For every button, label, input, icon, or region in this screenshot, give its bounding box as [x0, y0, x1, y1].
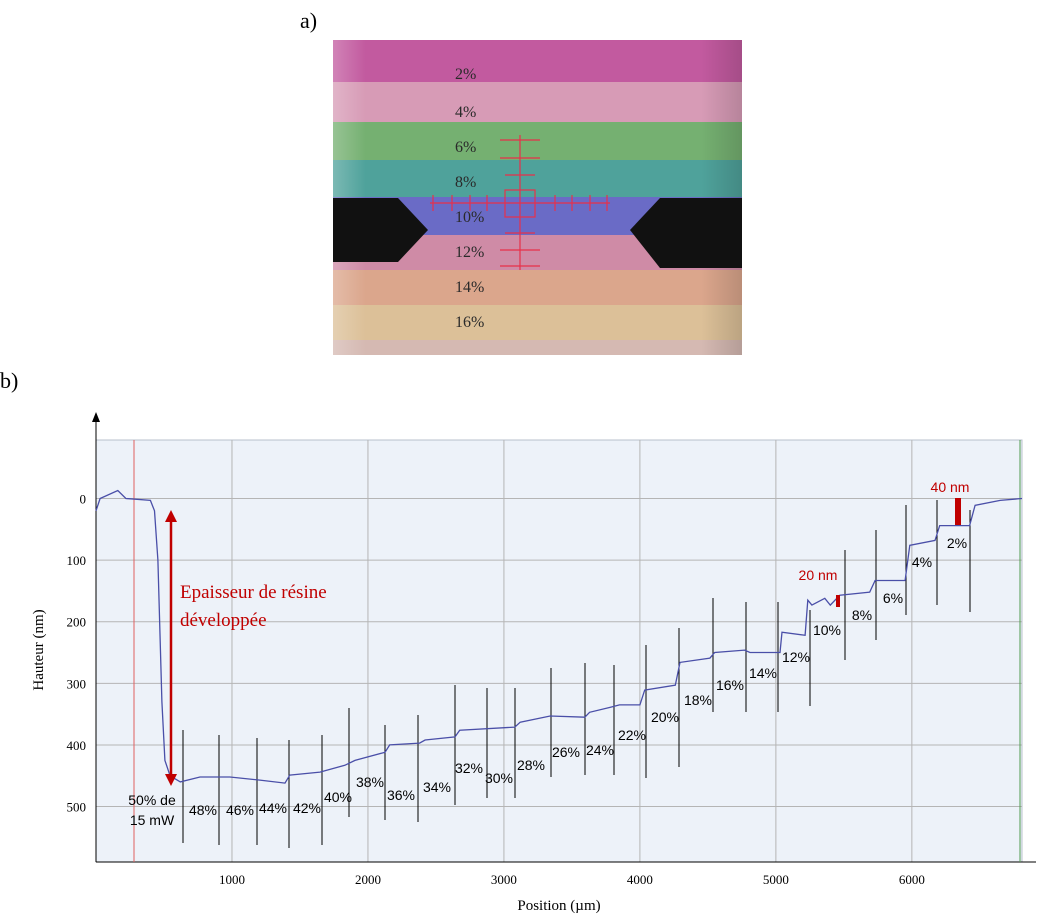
height-bar	[836, 595, 840, 607]
height-label: 20 nm	[799, 567, 838, 583]
step-label: 48%	[189, 802, 217, 818]
y-tick-label: 0	[80, 492, 87, 507]
x-tick-label: 5000	[763, 872, 789, 887]
step-label: 2%	[947, 535, 967, 551]
x-tick-label: 4000	[627, 872, 653, 887]
stripe-label: 8%	[455, 174, 476, 191]
stripe-label: 16%	[455, 314, 484, 331]
y-axis-title: Hauteur (nm)	[31, 609, 47, 690]
x-tick-label: 6000	[899, 872, 925, 887]
step-label: 28%	[517, 757, 545, 773]
height-bar	[955, 498, 961, 525]
y-tick-label: 500	[67, 800, 87, 815]
profile-line	[95, 489, 1023, 784]
step-label: 34%	[423, 779, 451, 795]
arrow-head	[165, 510, 177, 522]
step-label: 14%	[749, 665, 777, 681]
y-axis-arrow	[92, 412, 100, 422]
stripe-label: 12%	[455, 244, 484, 261]
step-label: 40%	[324, 789, 352, 805]
height-label: 40 nm	[931, 479, 970, 495]
micrograph	[333, 40, 742, 355]
step-label: 20%	[651, 709, 679, 725]
annotation: Epaisseur de résine	[180, 582, 327, 603]
stripe-label: 14%	[455, 279, 484, 296]
step-label: 16%	[716, 677, 744, 693]
step-label: 26%	[552, 744, 580, 760]
stripe-label: 6%	[455, 139, 476, 156]
x-axis-title: Position (µm)	[517, 898, 600, 914]
y-tick-label: 100	[67, 553, 87, 568]
step-label: 46%	[226, 802, 254, 818]
step-label: 30%	[485, 770, 513, 786]
step-label: 36%	[387, 787, 415, 803]
x-tick-label: 2000	[355, 872, 381, 887]
step-label: 6%	[883, 590, 903, 606]
arrow-head	[165, 774, 177, 786]
step-label: 4%	[912, 554, 932, 570]
y-tick-label: 200	[67, 615, 87, 630]
step-label: 10%	[813, 622, 841, 638]
step-label: 24%	[586, 742, 614, 758]
reference-label: 50% de	[128, 792, 176, 808]
stripe-label: 2%	[455, 66, 476, 83]
step-label: 12%	[782, 649, 810, 665]
stripe-label: 10%	[455, 209, 484, 226]
plot-area	[95, 439, 1023, 863]
panel-a-label: a)	[300, 8, 317, 33]
y-tick-label: 300	[67, 676, 87, 691]
reference-label: 15 mW	[130, 812, 175, 828]
step-label: 8%	[852, 607, 872, 623]
x-tick-label: 3000	[491, 872, 517, 887]
step-label: 18%	[684, 692, 712, 708]
panel-b-label: b)	[0, 368, 18, 393]
stripe-label: 4%	[455, 104, 476, 121]
annotation: développée	[180, 610, 267, 631]
y-tick-label: 400	[67, 738, 87, 753]
x-tick-label: 1000	[219, 872, 245, 887]
step-label: 42%	[293, 800, 321, 816]
step-label: 22%	[618, 727, 646, 743]
step-label: 32%	[455, 760, 483, 776]
step-label: 44%	[259, 800, 287, 816]
step-label: 38%	[356, 774, 384, 790]
